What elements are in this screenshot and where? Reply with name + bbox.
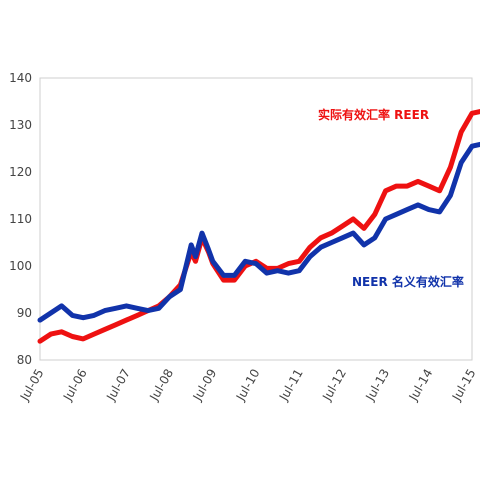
series-labels: 实际有效汇率 REER NEER 名义有效汇率: [318, 107, 464, 289]
series-label-reer: 实际有效汇率 REER: [318, 107, 429, 122]
x-axis-ticks: Jul-05 Jul-06 Jul-07 Jul-08 Jul-09 Jul-10 Jul-…: [17, 367, 479, 404]
y-tick-label: 120: [9, 165, 32, 179]
x-tick-label: Jul-05: [17, 367, 47, 404]
series-lines: [37, 108, 480, 344]
y-tick-label: 80: [17, 353, 32, 367]
x-tick-label: Jul-11: [276, 367, 306, 404]
y-axis-ticks: 80 90 100 110 120 130 140: [9, 71, 32, 367]
x-tick-label: Jul-14: [406, 367, 436, 404]
series-label-neer: NEER 名义有效汇率: [352, 274, 464, 289]
y-tick-label: 140: [9, 71, 32, 85]
x-tick-label: Jul-13: [363, 367, 393, 404]
y-tick-label: 100: [9, 259, 32, 273]
x-tick-label: Jul-07: [103, 367, 133, 404]
y-tick-label: 110: [9, 212, 32, 226]
x-tick-label: Jul-10: [233, 367, 263, 404]
x-tick-label: Jul-06: [60, 367, 90, 404]
x-tick-label: Jul-09: [190, 367, 220, 404]
reer-series-line: [37, 108, 480, 344]
neer-series-line: [37, 141, 480, 323]
axes: [39, 77, 473, 361]
x-tick-label: Jul-12: [319, 367, 349, 404]
y-tick-label: 90: [17, 306, 32, 320]
x-tick-label: Jul-15: [449, 367, 479, 404]
x-tick-label: Jul-08: [147, 367, 177, 404]
y-tick-label: 130: [9, 118, 32, 132]
plot-area-border: [39, 77, 473, 361]
